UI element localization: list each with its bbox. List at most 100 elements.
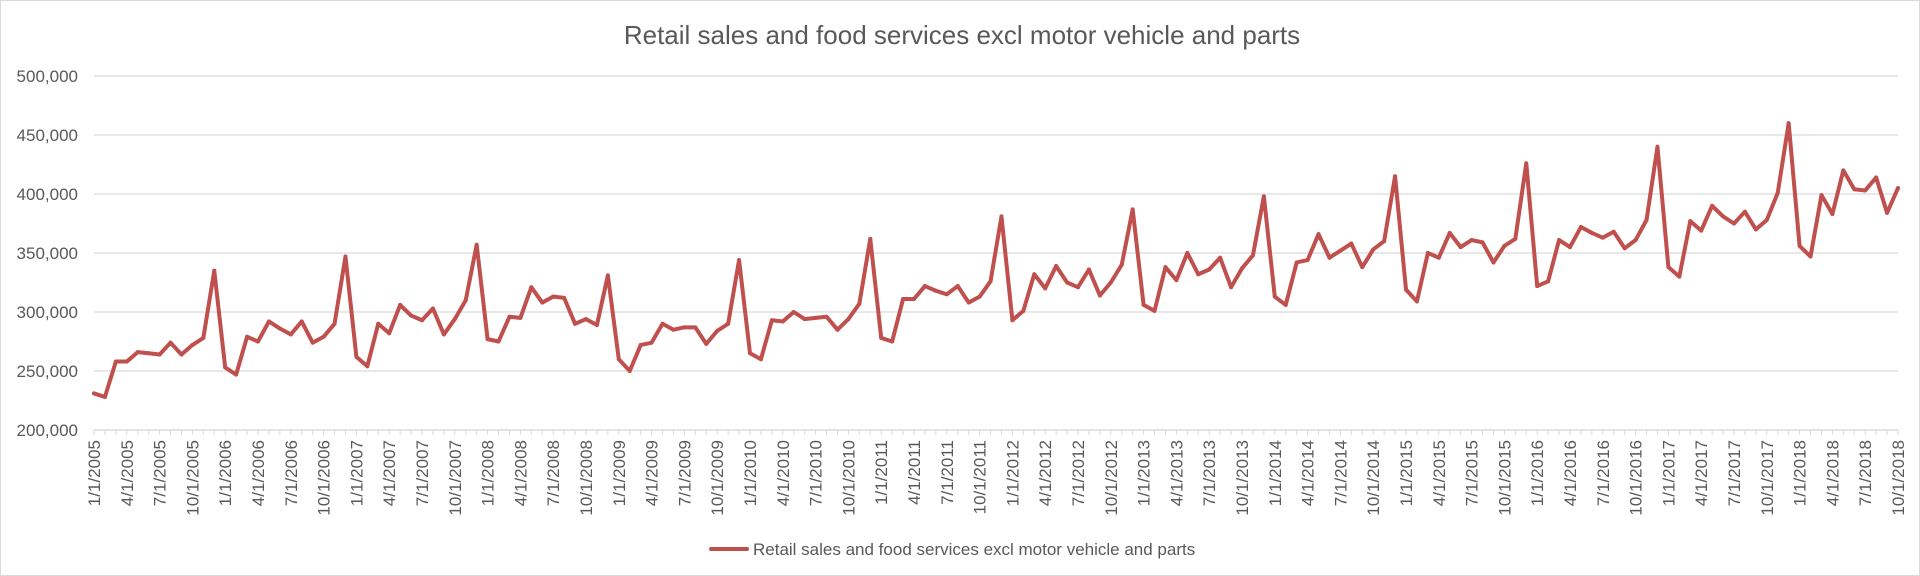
data-point: [1130, 207, 1135, 212]
data-point: [354, 354, 359, 359]
data-point: [1043, 286, 1048, 291]
data-point: [922, 284, 927, 289]
x-tick-label: 4/1/2006: [249, 440, 268, 506]
data-point: [168, 340, 173, 345]
data-point: [190, 343, 195, 348]
data-point: [551, 294, 556, 299]
x-tick-label: 4/1/2012: [1036, 440, 1055, 506]
data-point: [430, 306, 435, 311]
data-point: [1469, 238, 1474, 243]
x-tick-label: 1/1/2010: [741, 440, 760, 506]
data-point: [1535, 284, 1540, 289]
data-point: [420, 318, 424, 323]
data-point: [1240, 266, 1244, 271]
data-point: [1819, 193, 1824, 198]
data-point: [332, 321, 337, 326]
y-tick-label: 400,000: [17, 185, 78, 204]
data-point: [157, 352, 162, 357]
x-tick-label: 10/1/2018: [1889, 440, 1908, 516]
data-point: [540, 300, 545, 305]
data-point: [1568, 245, 1572, 250]
chart-title: Retail sales and food services excl moto…: [624, 20, 1300, 50]
x-tick-label: 1/1/2011: [872, 440, 891, 505]
x-tick-label: 7/1/2009: [675, 440, 694, 506]
data-point: [933, 288, 938, 293]
x-tick-label: 10/1/2009: [708, 440, 727, 516]
data-point: [1425, 251, 1430, 255]
legend-label: Retail sales and food services excl moto…: [753, 540, 1195, 559]
x-tick-label: 1/1/2012: [1003, 440, 1022, 506]
x-tick-label: 7/1/2014: [1331, 440, 1350, 506]
data-point: [1896, 186, 1900, 191]
x-tick-label: 1/1/2005: [85, 440, 104, 506]
data-point: [146, 351, 151, 356]
data-point: [1414, 299, 1419, 304]
x-tick-label: 4/1/2011: [905, 440, 924, 505]
data-point: [299, 319, 304, 324]
data-point: [1360, 265, 1365, 270]
x-tick-label: 10/1/2013: [1233, 440, 1252, 516]
data-point: [1786, 121, 1791, 126]
x-tick-label: 1/1/2013: [1135, 440, 1154, 506]
data-point: [966, 300, 971, 305]
data-point: [1316, 232, 1321, 237]
data-point: [507, 314, 512, 319]
x-tick-label: 1/1/2016: [1528, 440, 1547, 506]
data-point: [1207, 267, 1212, 272]
x-tick-label: 7/1/2018: [1856, 440, 1875, 506]
data-point: [1677, 274, 1682, 279]
data-point: [1491, 260, 1496, 265]
data-point: [1349, 241, 1354, 246]
x-tick-label: 10/1/2005: [183, 440, 202, 516]
data-point: [212, 268, 217, 273]
data-point: [627, 369, 632, 373]
data-point: [1097, 293, 1102, 298]
data-point: [135, 350, 140, 355]
x-axis: 1/1/2005 4/1/2005 7/1/2005 10/1/2005 1/1/200…: [85, 429, 1908, 516]
x-tick-label: 7/1/2008: [544, 440, 563, 506]
data-point: [1808, 254, 1813, 259]
data-point: [1852, 187, 1857, 192]
data-point: [1524, 161, 1529, 166]
data-point: [1742, 209, 1747, 214]
data-point: [944, 292, 949, 297]
series-line: [92, 121, 1900, 399]
data-point: [1600, 235, 1605, 240]
data-point: [1775, 190, 1780, 195]
x-tick-label: 1/1/2008: [479, 440, 498, 506]
data-point: [1272, 294, 1277, 299]
data-point: [660, 321, 665, 326]
data-point: [245, 334, 250, 339]
data-point: [223, 365, 228, 370]
data-point: [179, 352, 184, 357]
data-point: [649, 340, 654, 345]
x-tick-label: 10/1/2007: [446, 440, 465, 516]
data-point: [638, 343, 643, 348]
data-point: [1699, 228, 1704, 233]
data-point: [1830, 212, 1835, 217]
data-point: [955, 284, 960, 289]
x-tick-label: 7/1/2011: [938, 440, 957, 505]
data-point: [376, 321, 381, 326]
data-point: [1404, 287, 1408, 292]
data-point: [1557, 238, 1562, 243]
y-tick-label: 450,000: [17, 126, 78, 145]
data-point: [387, 331, 392, 336]
data-point: [201, 335, 206, 340]
data-point: [1721, 214, 1726, 219]
data-point: [1021, 308, 1026, 313]
y-tick-label: 200,000: [17, 421, 78, 440]
data-point: [321, 334, 326, 339]
x-tick-label: 7/1/2006: [282, 440, 301, 506]
data-point: [1732, 221, 1736, 226]
data-point: [398, 302, 403, 307]
data-point: [441, 332, 446, 337]
data-point: [1753, 227, 1758, 232]
x-tick-label: 1/1/2015: [1397, 440, 1416, 506]
data-point: [1382, 239, 1387, 244]
data-point: [124, 359, 129, 364]
x-tick-label: 4/1/2017: [1692, 440, 1711, 506]
data-point: [857, 301, 862, 306]
